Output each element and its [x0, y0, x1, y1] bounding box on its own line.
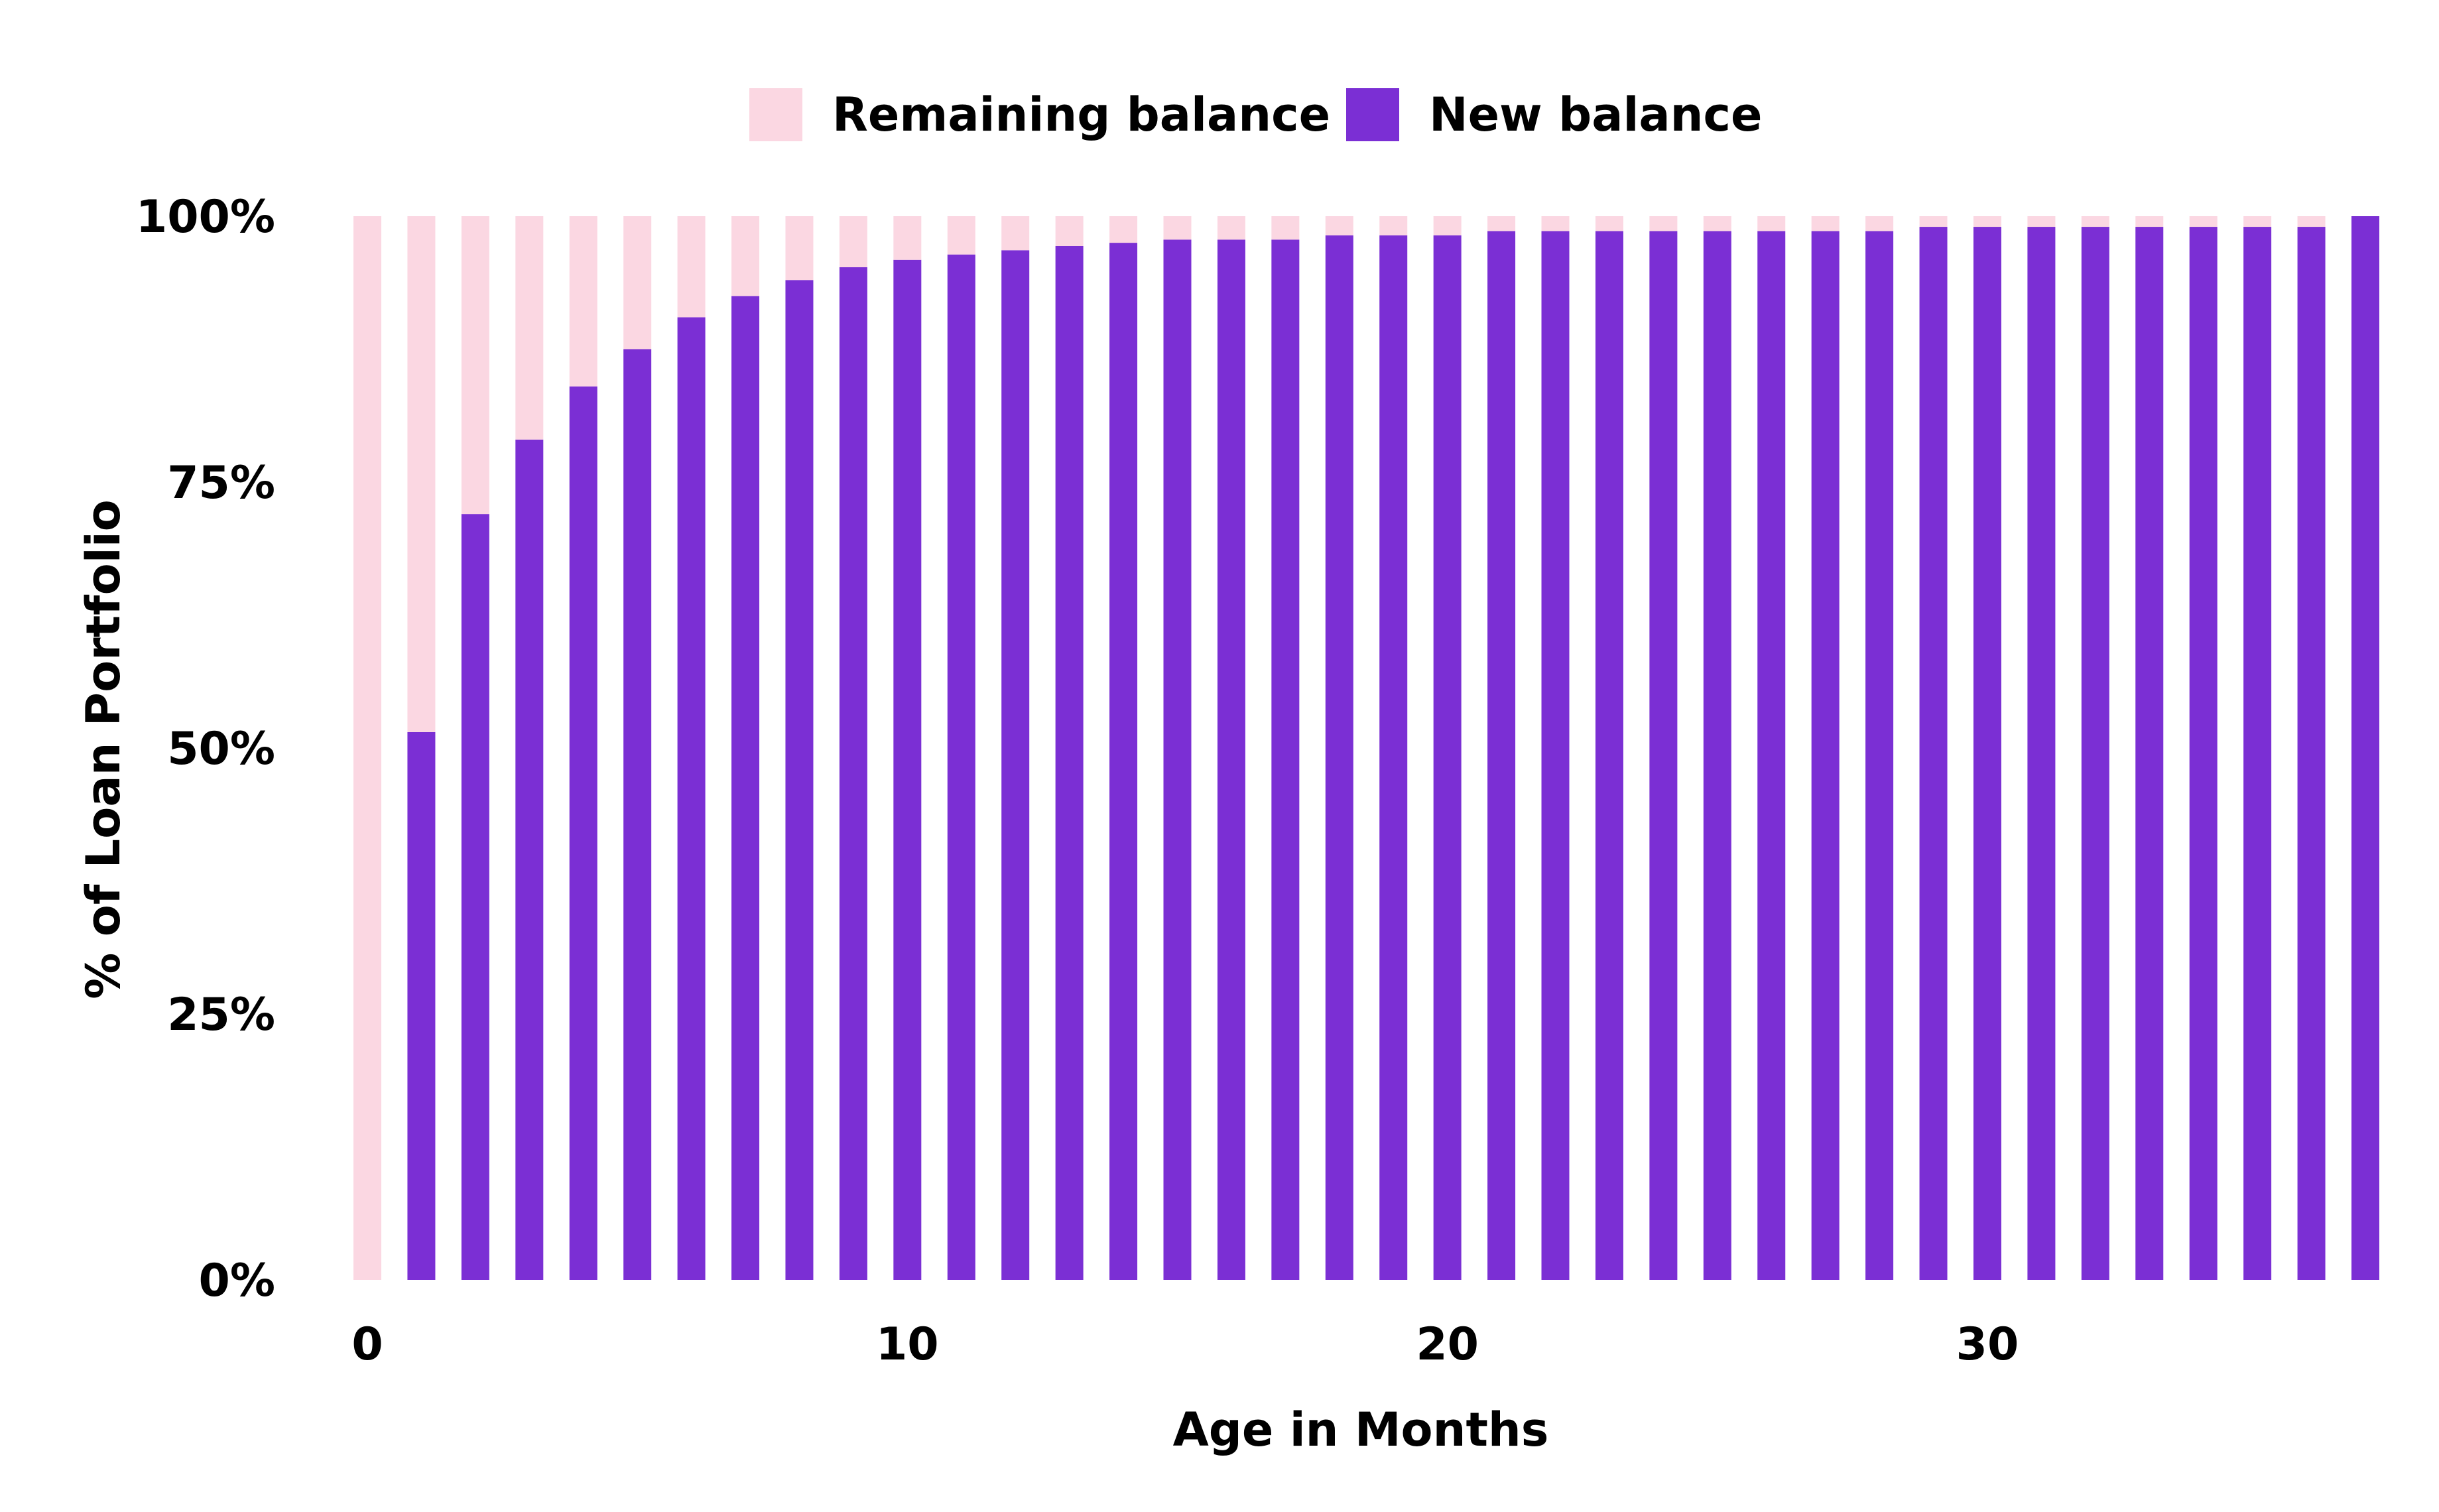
bar-remaining-balance-17 [1271, 216, 1300, 240]
bar-remaining-balance-1 [407, 216, 436, 732]
bars [353, 216, 2379, 1281]
bar-new-balance-25 [1703, 231, 1731, 1281]
bar-new-balance-12 [1001, 250, 1030, 1281]
bar-remaining-balance-31 [2027, 216, 2056, 227]
bar-new-balance-20 [1433, 235, 1462, 1280]
bar-new-balance-1 [407, 731, 436, 1280]
bar-new-balance-30 [1973, 227, 2001, 1280]
y-axis-title: % of Loan Portfolio [76, 499, 131, 999]
x-axis-title: Age in Months [1173, 1403, 1549, 1457]
bar-new-balance-17 [1271, 239, 1300, 1280]
bar-remaining-balance-25 [1703, 216, 1731, 231]
bar-new-balance-27 [1811, 231, 1840, 1281]
y-axis-ticks: 0% 25% 50% 75% 100% [136, 191, 275, 1307]
bar-remaining-balance-8 [785, 216, 814, 281]
bar-new-balance-26 [1757, 231, 1786, 1281]
bar-remaining-balance-30 [1973, 216, 2001, 227]
y-tick-label: 75% [167, 457, 275, 509]
x-tick-label: 30 [1956, 1318, 2019, 1371]
bar-new-balance-29 [1919, 227, 1948, 1280]
y-tick-label: 25% [167, 989, 275, 1041]
bar-new-balance-23 [1595, 231, 1623, 1281]
bar-remaining-balance-34 [2189, 216, 2218, 227]
x-tick-label: 20 [1416, 1318, 1479, 1371]
bar-remaining-balance-3 [515, 216, 544, 440]
bar-new-balance-31 [2027, 227, 2056, 1280]
bar-remaining-balance-13 [1055, 216, 1084, 246]
bar-new-balance-21 [1487, 231, 1516, 1281]
bar-remaining-balance-11 [947, 216, 975, 255]
bar-remaining-balance-32 [2081, 216, 2109, 227]
bar-new-balance-33 [2135, 227, 2164, 1280]
bar-remaining-balance-26 [1757, 216, 1786, 231]
bar-remaining-balance-6 [677, 216, 706, 318]
bar-new-balance-16 [1217, 239, 1245, 1280]
y-tick-label: 100% [136, 191, 275, 243]
bar-new-balance-28 [1865, 231, 1894, 1281]
bar-remaining-balance-15 [1163, 216, 1192, 240]
bar-remaining-balance-4 [569, 216, 597, 387]
bar-new-balance-11 [947, 254, 975, 1280]
bar-new-balance-36 [2297, 227, 2326, 1280]
bar-new-balance-5 [623, 349, 652, 1280]
bar-new-balance-4 [569, 386, 597, 1280]
bar-remaining-balance-18 [1325, 216, 1353, 235]
y-tick-label: 0% [199, 1255, 275, 1307]
bar-remaining-balance-14 [1109, 216, 1138, 243]
bar-new-balance-24 [1649, 231, 1678, 1281]
bar-new-balance-8 [785, 280, 814, 1280]
bar-new-balance-18 [1325, 235, 1353, 1280]
bar-remaining-balance-21 [1487, 216, 1516, 231]
bar-new-balance-7 [731, 296, 760, 1280]
bar-new-balance-13 [1055, 245, 1084, 1280]
bar-new-balance-10 [893, 259, 922, 1280]
bar-remaining-balance-7 [731, 216, 760, 296]
bar-remaining-balance-28 [1865, 216, 1894, 231]
bar-new-balance-22 [1541, 231, 1570, 1281]
bar-remaining-balance-16 [1217, 216, 1245, 240]
bar-remaining-balance-24 [1649, 216, 1678, 231]
bar-remaining-balance-9 [839, 216, 867, 267]
bar-new-balance-15 [1163, 239, 1192, 1280]
legend-swatch-new-balance [1346, 88, 1399, 141]
bar-new-balance-3 [515, 439, 544, 1280]
bar-remaining-balance-36 [2297, 216, 2326, 227]
bar-remaining-balance-10 [893, 216, 922, 260]
bar-new-balance-2 [461, 514, 489, 1280]
bar-remaining-balance-2 [461, 216, 489, 515]
legend-swatch-remaining-balance [749, 88, 802, 141]
bar-remaining-balance-33 [2135, 216, 2164, 227]
bar-remaining-balance-29 [1919, 216, 1948, 227]
bar-new-balance-34 [2189, 227, 2218, 1280]
bar-remaining-balance-23 [1595, 216, 1623, 231]
bar-remaining-balance-35 [2243, 216, 2272, 227]
bar-remaining-balance-20 [1433, 216, 1462, 235]
bar-new-balance-35 [2243, 227, 2272, 1280]
bar-remaining-balance-27 [1811, 216, 1840, 231]
bar-remaining-balance-0 [353, 216, 381, 1280]
x-axis-ticks: 0 10 20 30 [351, 1318, 2019, 1371]
y-tick-label: 50% [167, 723, 275, 775]
bar-new-balance-32 [2081, 227, 2109, 1280]
legend: Remaining balance New balance [749, 88, 1762, 142]
bar-new-balance-6 [677, 317, 706, 1280]
bar-remaining-balance-12 [1001, 216, 1030, 251]
legend-label-new-balance: New balance [1429, 88, 1762, 142]
legend-label-remaining-balance: Remaining balance [832, 88, 1330, 142]
bar-new-balance-14 [1109, 243, 1138, 1281]
bar-remaining-balance-22 [1541, 216, 1570, 231]
bar-remaining-balance-19 [1379, 216, 1408, 235]
bar-new-balance-37 [2351, 216, 2379, 1280]
bar-new-balance-19 [1379, 235, 1408, 1280]
x-tick-label: 0 [351, 1318, 383, 1371]
bar-new-balance-9 [839, 267, 867, 1280]
x-tick-label: 10 [876, 1318, 939, 1371]
bar-remaining-balance-5 [623, 216, 652, 349]
